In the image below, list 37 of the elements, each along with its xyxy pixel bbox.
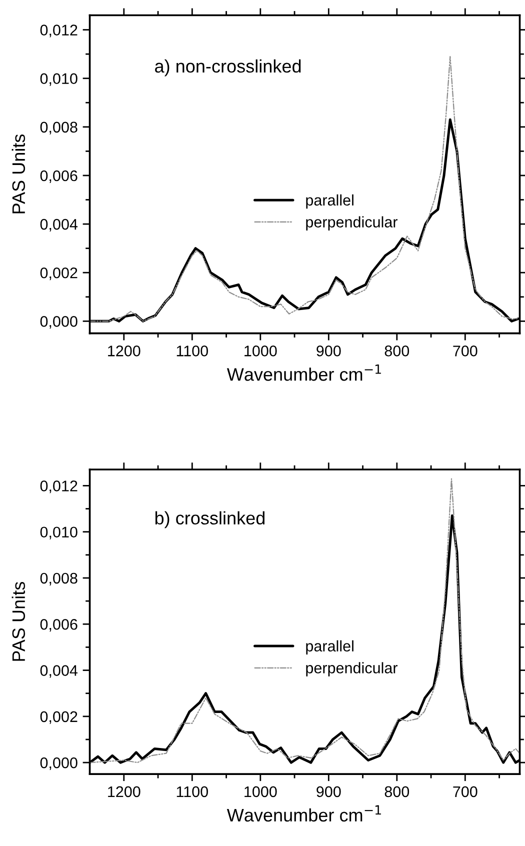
- x-tick-label: 1100: [176, 786, 208, 798]
- y-tick-label: 0,004: [40, 665, 78, 678]
- y-tick-label: 0,002: [40, 267, 78, 280]
- x-tick-label: 700: [453, 346, 478, 356]
- y-tick-label: 0,012: [40, 24, 78, 38]
- y-tick-label: 0,004: [40, 218, 78, 232]
- y-tick-label: 0,006: [40, 618, 78, 632]
- x-tick-label: 1100: [176, 346, 208, 356]
- legend-label: parallel: [306, 194, 354, 209]
- y-tick-label: 0,008: [40, 572, 78, 586]
- line-series: [90, 56, 519, 322]
- y-axis-title: PAS Units: [12, 582, 26, 661]
- y-tick-label: 0,006: [40, 170, 78, 183]
- y-tick-label: 0,010: [40, 73, 78, 86]
- x-tick-label: 1000: [244, 786, 277, 798]
- y-tick-label: 0,000: [40, 757, 78, 770]
- x-tick-label: 900: [316, 786, 341, 798]
- x-tick-label: 1200: [108, 786, 140, 798]
- x-tick-label: 700: [453, 786, 478, 798]
- legend-label: perpendicular: [306, 662, 398, 676]
- x-axis-title: Wavenumber cm$^{−1}$: [226, 805, 381, 822]
- y-tick-label: 0,010: [40, 526, 78, 540]
- y-tick-label: 0,012: [40, 480, 78, 494]
- x-tick-label: 900: [316, 346, 341, 356]
- y-tick-label: 0,000: [40, 316, 78, 329]
- x-tick-label: 1200: [108, 346, 140, 356]
- y-axis-title: PAS Units: [12, 134, 26, 214]
- x-tick-label: 800: [384, 786, 410, 798]
- y-tick-label: 0,008: [40, 122, 78, 134]
- x-axis-title: Wavenumber cm$^{−1}$: [226, 364, 381, 381]
- text: b) crosslinked: [155, 511, 264, 528]
- legend-label: parallel: [306, 640, 354, 655]
- y-tick-label: 0,002: [40, 711, 78, 724]
- x-tick-label: 1000: [244, 346, 277, 356]
- legend-label: perpendicular: [306, 216, 398, 231]
- text: a) non-crosslinked: [155, 59, 301, 76]
- x-tick-label: 800: [384, 346, 410, 356]
